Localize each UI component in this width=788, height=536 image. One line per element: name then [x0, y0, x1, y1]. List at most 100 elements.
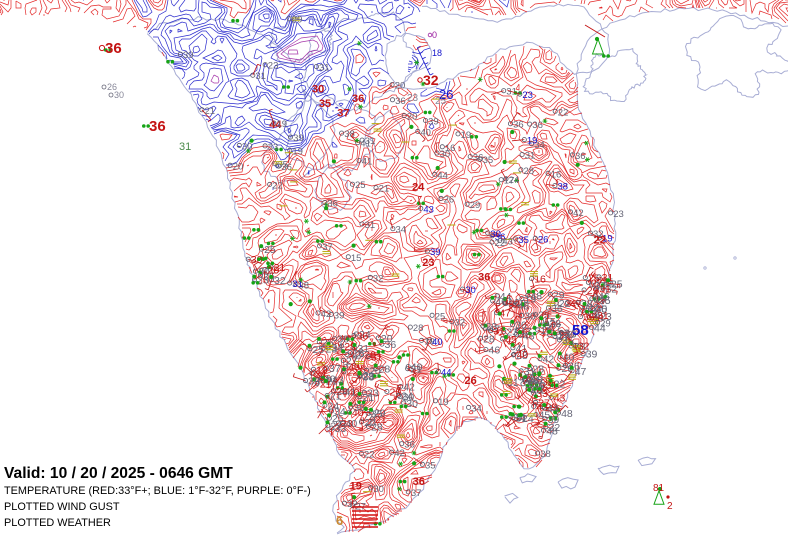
svg-text:37: 37: [337, 107, 349, 119]
svg-text:32: 32: [455, 318, 466, 329]
svg-text:81: 81: [653, 483, 665, 494]
svg-text:2: 2: [667, 501, 673, 512]
svg-text:48: 48: [561, 408, 573, 420]
svg-text:35: 35: [425, 460, 436, 471]
svg-text:21: 21: [362, 392, 374, 404]
svg-text:31: 31: [371, 352, 383, 364]
svg-text:34: 34: [471, 403, 482, 414]
svg-text:31: 31: [365, 136, 376, 147]
svg-text:22: 22: [594, 234, 606, 246]
svg-text:24: 24: [401, 390, 413, 402]
svg-text:21: 21: [330, 391, 342, 403]
svg-text:30: 30: [337, 334, 349, 346]
svg-text:36: 36: [575, 151, 586, 162]
svg-text:36: 36: [532, 120, 543, 131]
svg-text:19: 19: [350, 480, 362, 492]
svg-text:19: 19: [277, 119, 288, 130]
svg-text:31: 31: [319, 63, 330, 74]
svg-text:28: 28: [549, 318, 561, 330]
svg-text:31: 31: [546, 380, 558, 392]
svg-text:42: 42: [321, 309, 332, 320]
svg-text:32: 32: [578, 340, 590, 352]
svg-text:40: 40: [346, 418, 358, 430]
svg-text:46: 46: [489, 345, 501, 357]
svg-text:36: 36: [281, 162, 292, 173]
svg-text:30: 30: [373, 484, 384, 495]
svg-text:26: 26: [538, 234, 549, 245]
svg-text:16: 16: [551, 169, 562, 180]
svg-text:31: 31: [525, 151, 536, 162]
svg-text:31: 31: [179, 141, 191, 153]
svg-text:40: 40: [517, 349, 529, 361]
svg-text:28: 28: [379, 364, 391, 376]
svg-text:30: 30: [490, 229, 501, 240]
svg-text:24: 24: [412, 181, 425, 193]
svg-text:35: 35: [518, 235, 529, 246]
svg-text:35: 35: [319, 98, 331, 110]
svg-text:25: 25: [355, 180, 366, 191]
svg-text:44: 44: [437, 170, 448, 181]
svg-text:28: 28: [413, 323, 424, 334]
svg-text:38: 38: [363, 372, 375, 384]
svg-text:37: 37: [411, 488, 422, 499]
svg-text:30: 30: [465, 285, 476, 296]
svg-text:40: 40: [420, 127, 431, 138]
svg-text:23: 23: [486, 321, 498, 333]
svg-text:20: 20: [395, 81, 406, 92]
svg-text:33: 33: [335, 423, 347, 435]
svg-text:36: 36: [478, 272, 490, 284]
svg-text:29: 29: [292, 15, 303, 26]
svg-text:28: 28: [483, 333, 495, 345]
svg-text:22: 22: [587, 302, 599, 314]
svg-text:25: 25: [435, 96, 447, 107]
svg-text:36: 36: [105, 40, 122, 57]
svg-text:30: 30: [312, 84, 324, 96]
svg-text:23: 23: [522, 90, 533, 101]
svg-text:36: 36: [513, 120, 524, 131]
svg-text:20: 20: [407, 112, 418, 123]
svg-text:39: 39: [293, 133, 304, 144]
svg-text:44: 44: [547, 403, 559, 415]
svg-text:32: 32: [508, 299, 520, 311]
svg-text:23: 23: [613, 209, 624, 220]
svg-text:23: 23: [422, 257, 434, 269]
svg-text:25: 25: [264, 244, 276, 256]
svg-text:15: 15: [351, 253, 362, 264]
svg-text:58: 58: [572, 322, 589, 339]
svg-text:21: 21: [379, 184, 390, 195]
svg-text:36: 36: [352, 93, 364, 105]
svg-text:22: 22: [347, 367, 359, 379]
svg-text:30: 30: [440, 149, 451, 160]
svg-text:26: 26: [444, 194, 455, 205]
svg-text:29: 29: [470, 200, 481, 211]
svg-text:41: 41: [362, 157, 373, 168]
svg-text:23: 23: [268, 61, 279, 72]
svg-text:31: 31: [365, 220, 376, 231]
svg-text:47: 47: [575, 366, 587, 378]
svg-text:44: 44: [441, 367, 452, 378]
svg-text:39: 39: [334, 310, 345, 321]
svg-text:36: 36: [385, 339, 397, 351]
svg-text:23: 23: [407, 93, 419, 104]
svg-text:39: 39: [548, 414, 560, 426]
svg-text:19: 19: [461, 130, 472, 141]
svg-text:36: 36: [327, 199, 338, 210]
svg-text:26: 26: [465, 375, 477, 387]
svg-text:26: 26: [527, 376, 538, 387]
svg-text:31: 31: [255, 71, 266, 82]
svg-text:33: 33: [268, 142, 279, 153]
svg-text:34: 34: [396, 225, 407, 236]
svg-text:36: 36: [404, 440, 415, 451]
svg-text:39: 39: [183, 50, 194, 61]
svg-text:39: 39: [428, 117, 439, 128]
svg-text:28: 28: [371, 421, 383, 433]
svg-text:30: 30: [242, 141, 253, 152]
svg-text:21: 21: [205, 106, 216, 117]
svg-text:34: 34: [334, 406, 346, 418]
svg-text:43: 43: [423, 204, 434, 215]
svg-text:22: 22: [558, 107, 569, 118]
svg-text:36: 36: [395, 96, 406, 107]
svg-text:30: 30: [114, 90, 124, 100]
svg-text:25: 25: [611, 278, 623, 290]
svg-text:19: 19: [527, 136, 538, 147]
